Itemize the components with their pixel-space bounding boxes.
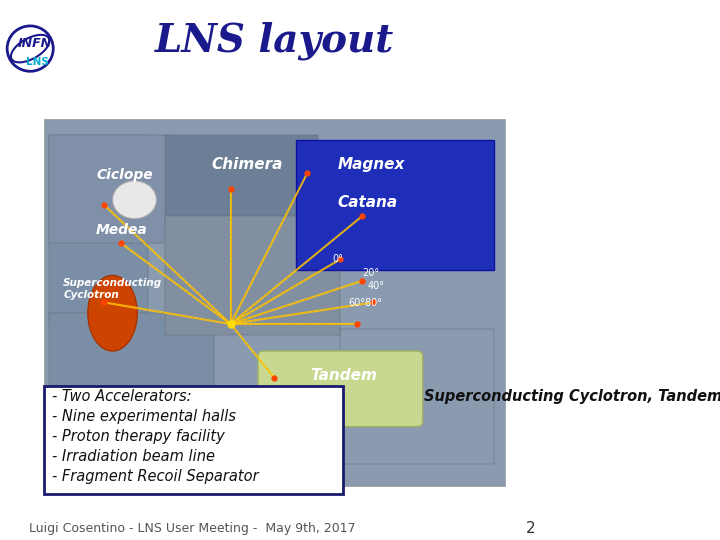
FancyBboxPatch shape bbox=[50, 135, 148, 324]
Text: - Irradiation beam line: - Irradiation beam line bbox=[52, 449, 215, 464]
Text: Catana: Catana bbox=[338, 195, 397, 210]
Text: Luigi Cosentino - LNS User Meeting -  May 9th, 2017: Luigi Cosentino - LNS User Meeting - May… bbox=[29, 522, 356, 535]
FancyBboxPatch shape bbox=[165, 216, 341, 335]
Text: Tandem: Tandem bbox=[310, 368, 377, 383]
Ellipse shape bbox=[88, 275, 138, 351]
Text: 20°: 20° bbox=[362, 268, 379, 278]
FancyBboxPatch shape bbox=[258, 351, 423, 427]
Text: 2: 2 bbox=[526, 521, 535, 536]
Text: - Two Accelerators:: - Two Accelerators: bbox=[52, 389, 197, 404]
Text: INFN: INFN bbox=[17, 37, 52, 50]
Text: Medea: Medea bbox=[96, 222, 148, 237]
FancyBboxPatch shape bbox=[50, 313, 214, 464]
FancyBboxPatch shape bbox=[50, 135, 170, 243]
Text: Superconducting
Cyclotron: Superconducting Cyclotron bbox=[63, 278, 162, 300]
Text: - Fragment Recoil Separator: - Fragment Recoil Separator bbox=[52, 469, 258, 484]
FancyBboxPatch shape bbox=[165, 135, 318, 227]
Text: - Proton therapy facility: - Proton therapy facility bbox=[52, 429, 225, 444]
Text: 40°: 40° bbox=[368, 281, 384, 291]
FancyBboxPatch shape bbox=[44, 119, 505, 486]
Text: Superconducting Cyclotron, Tandem: Superconducting Cyclotron, Tandem bbox=[424, 389, 720, 404]
Text: LNS layout: LNS layout bbox=[155, 21, 394, 60]
Ellipse shape bbox=[112, 181, 156, 219]
FancyBboxPatch shape bbox=[297, 140, 494, 270]
Text: Ciclope: Ciclope bbox=[96, 168, 153, 183]
Text: 60°80°: 60°80° bbox=[348, 299, 382, 308]
Text: LNS: LNS bbox=[27, 57, 49, 66]
Text: - Nine experimental halls: - Nine experimental halls bbox=[52, 409, 236, 424]
Text: Chimera: Chimera bbox=[212, 157, 283, 172]
FancyBboxPatch shape bbox=[341, 329, 494, 464]
FancyBboxPatch shape bbox=[44, 386, 343, 494]
Text: 0°: 0° bbox=[332, 254, 343, 264]
Text: Magnex: Magnex bbox=[338, 157, 405, 172]
